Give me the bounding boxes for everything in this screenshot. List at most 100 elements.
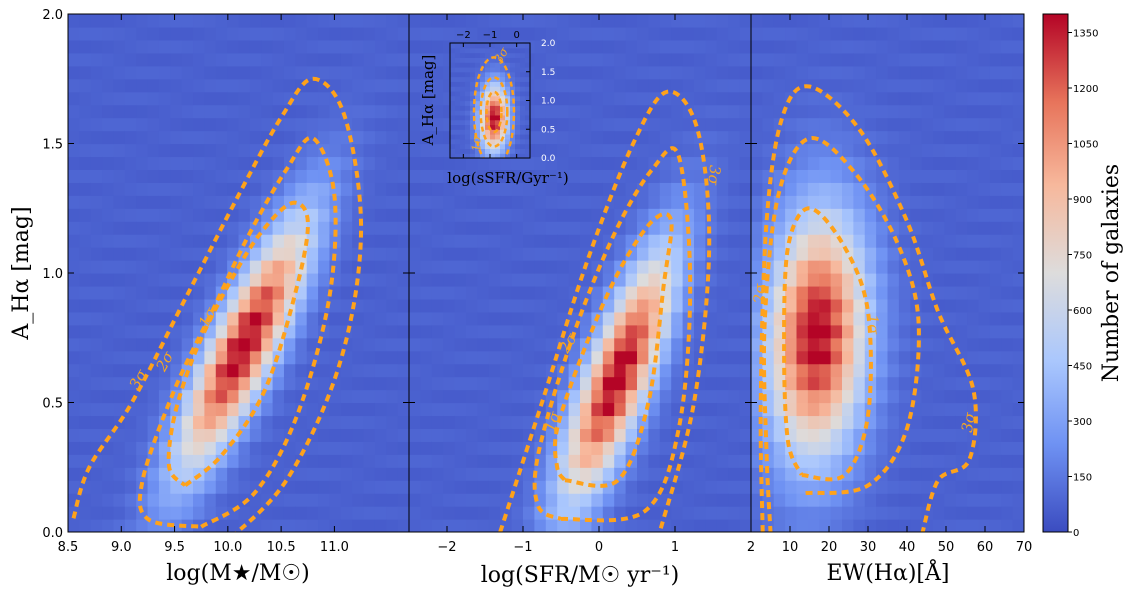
heatmap-cell	[785, 65, 798, 80]
heatmap-cell	[465, 129, 471, 135]
heatmap-cell	[397, 117, 409, 132]
heatmap-cell	[637, 389, 649, 404]
heatmap-cell	[807, 247, 820, 261]
ssfr-inset-x-label: log(sSFR/Gyr⁻¹)	[447, 169, 568, 187]
heatmap-cell	[614, 195, 627, 209]
heatmap-cell	[819, 260, 832, 274]
heatmap-cell	[283, 247, 296, 261]
heatmap-cell	[227, 78, 240, 93]
heatmap-cell	[1001, 143, 1014, 158]
heatmap-cell	[460, 90, 466, 97]
heatmap-cell	[409, 117, 421, 132]
heatmap-cell	[450, 153, 456, 158]
heatmap-cell	[238, 104, 251, 119]
heatmap-cell	[465, 124, 471, 130]
heatmap-cell	[465, 134, 471, 140]
heatmap-cell	[898, 415, 911, 429]
heatmap-cell	[967, 130, 980, 145]
heatmap-cell	[819, 389, 832, 404]
heatmap-cell	[477, 337, 490, 352]
heatmap-cell	[227, 298, 240, 313]
heatmap-cell	[136, 337, 149, 352]
heatmap-cell	[465, 86, 471, 92]
heatmap-cell	[510, 81, 516, 87]
heatmap-cell	[807, 260, 820, 274]
heatmap-cell	[113, 376, 126, 391]
heatmap-cell	[409, 480, 421, 494]
heatmap-cell	[147, 311, 160, 326]
heatmap-cell	[485, 153, 491, 158]
heatmap-cell	[580, 221, 592, 235]
heatmap-cell	[272, 441, 285, 455]
x-tick-label: 50	[938, 540, 955, 555]
heatmap-cell	[739, 26, 751, 41]
heatmap-cell	[751, 337, 763, 352]
heatmap-cell	[340, 52, 353, 67]
heatmap-cell	[455, 62, 461, 68]
heatmap-cell	[431, 208, 444, 222]
heatmap-cell	[170, 337, 183, 352]
heatmap-cell	[785, 493, 798, 507]
heatmap-cell	[450, 66, 456, 73]
heatmap-cell	[363, 376, 376, 391]
heatmap-cell	[306, 506, 319, 520]
heatmap-cell	[773, 415, 786, 429]
heatmap-cell	[602, 169, 615, 183]
heatmap-cell	[455, 153, 461, 158]
heatmap-cell	[488, 260, 501, 274]
heatmap-cell	[329, 324, 342, 339]
heatmap-cell	[796, 441, 809, 455]
heatmap-cell	[773, 130, 786, 145]
heatmap-cell	[876, 273, 889, 287]
heatmap-cell	[910, 506, 923, 520]
heatmap-cell	[944, 519, 957, 532]
heatmap-cell	[739, 285, 751, 300]
heatmap-cell	[989, 376, 1002, 391]
heatmap-cell	[648, 454, 661, 468]
heatmap-cell	[751, 65, 763, 80]
heatmap-cell	[158, 52, 171, 67]
heatmap-cell	[295, 14, 308, 28]
heatmap-cell	[431, 26, 444, 41]
heatmap-cell	[887, 104, 900, 119]
heatmap-cell	[921, 311, 934, 326]
heatmap-cell	[887, 337, 900, 352]
heatmap-cell	[500, 428, 513, 442]
heatmap-cell	[490, 95, 496, 102]
heatmap-cell	[170, 324, 183, 339]
heatmap-cell	[614, 247, 627, 261]
heatmap-cell	[113, 428, 126, 442]
heatmap-cell	[147, 273, 160, 287]
heatmap-cell	[944, 169, 957, 183]
heatmap-cell	[318, 65, 331, 80]
heatmap-cell	[694, 182, 706, 196]
heatmap-cell	[694, 104, 706, 119]
heatmap-cell	[989, 402, 1002, 417]
heatmap-cell	[978, 389, 991, 404]
heatmap-cell	[898, 428, 911, 442]
heatmap-cell	[510, 86, 516, 92]
heatmap-cell	[386, 363, 399, 378]
heatmap-cell	[876, 402, 889, 417]
heatmap-cell	[602, 104, 615, 119]
heatmap-cell	[525, 114, 530, 121]
heatmap-cell	[215, 363, 228, 378]
heatmap-cell	[363, 467, 376, 481]
heatmap-cell	[716, 298, 729, 313]
heatmap-cell	[830, 402, 843, 417]
heatmap-cell	[511, 376, 524, 391]
heatmap-cell	[488, 285, 501, 300]
heatmap-cell	[443, 337, 456, 352]
heatmap-cell	[124, 441, 137, 455]
heatmap-cell	[511, 441, 524, 455]
heatmap-cell	[455, 110, 461, 116]
heatmap-cell	[306, 298, 319, 313]
heatmap-cell	[113, 467, 126, 481]
heatmap-cell	[807, 78, 820, 93]
heatmap-cell	[477, 14, 490, 28]
heatmap-cell	[796, 221, 809, 235]
heatmap-cell	[193, 376, 205, 391]
heatmap-cell	[739, 156, 751, 170]
heatmap-cell	[830, 324, 843, 339]
heatmap-cell	[170, 350, 183, 365]
